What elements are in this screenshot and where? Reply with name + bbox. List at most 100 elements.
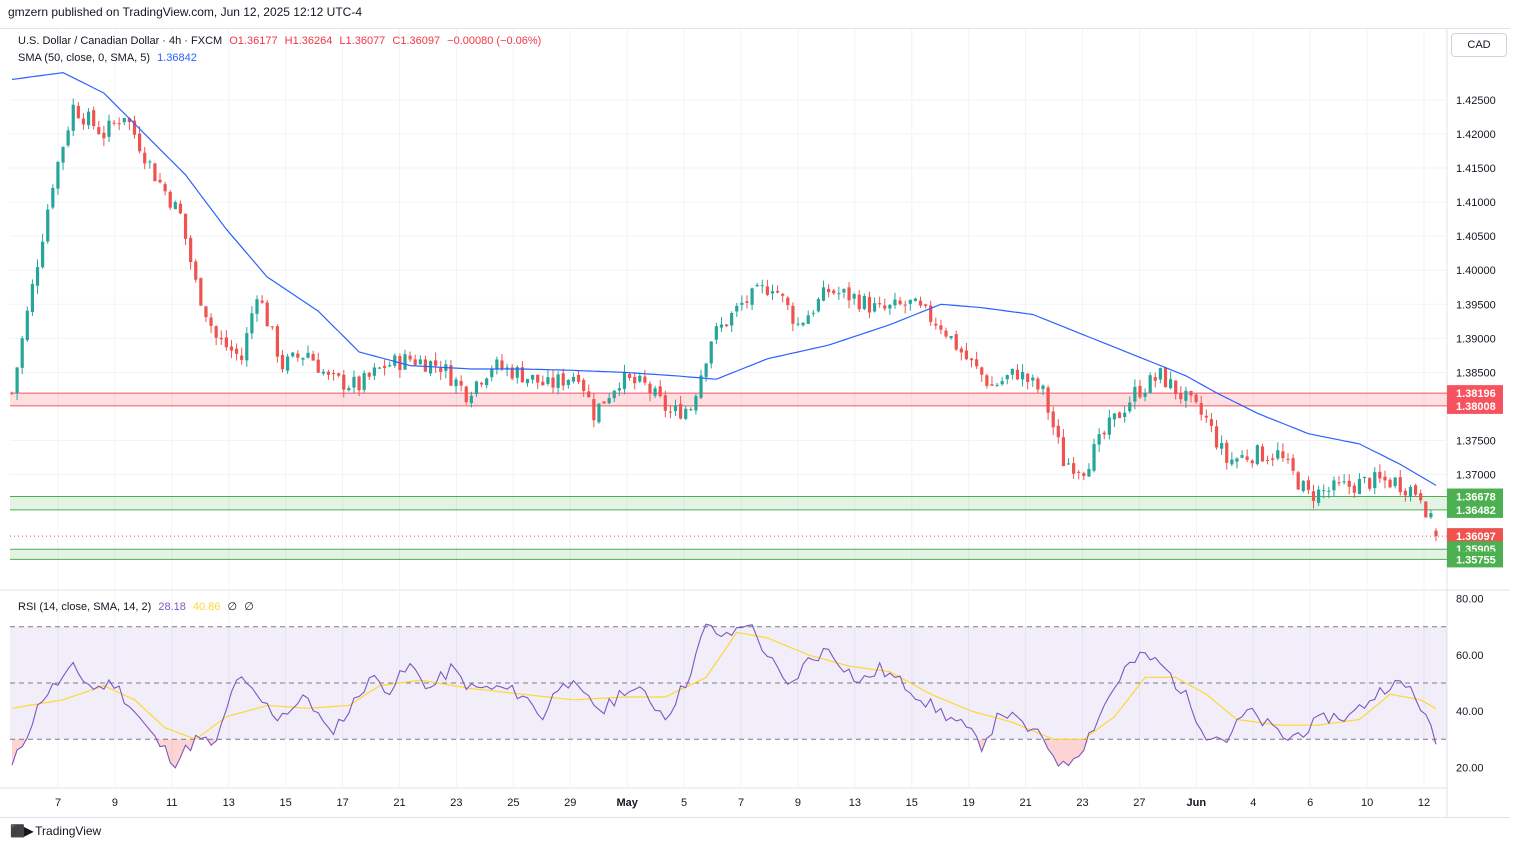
candle-up[interactable] <box>1158 368 1162 380</box>
candle-down[interactable] <box>1163 367 1168 388</box>
candle-up[interactable] <box>485 378 489 386</box>
candle-down[interactable] <box>643 376 647 383</box>
candle-up[interactable] <box>321 371 325 374</box>
candle-down[interactable] <box>382 365 387 368</box>
candle-up[interactable] <box>255 299 259 314</box>
candle-up[interactable] <box>291 352 295 357</box>
candle-up[interactable] <box>801 322 805 326</box>
candle-down[interactable] <box>240 355 244 360</box>
candle-down[interactable] <box>668 411 673 413</box>
candle-down[interactable] <box>1306 480 1311 490</box>
candle-down[interactable] <box>117 123 121 125</box>
candle-down[interactable] <box>648 383 652 394</box>
candle-up[interactable] <box>1362 476 1367 479</box>
candle-down[interactable] <box>1209 419 1214 426</box>
candle-down[interactable] <box>1174 380 1178 395</box>
candle-up[interactable] <box>454 379 458 387</box>
candle-down[interactable] <box>867 296 872 313</box>
candle-down[interactable] <box>229 346 234 351</box>
candle-up[interactable] <box>893 299 897 306</box>
candle-down[interactable] <box>1056 425 1060 438</box>
candle-down[interactable] <box>1061 437 1066 467</box>
candle-up[interactable] <box>872 303 877 312</box>
candle-down[interactable] <box>357 376 361 391</box>
candle-down[interactable] <box>260 300 264 303</box>
candle-up[interactable] <box>653 388 657 396</box>
candle-up[interactable] <box>689 409 693 411</box>
candle-down[interactable] <box>214 326 218 338</box>
candle-up[interactable] <box>388 365 392 367</box>
candle-down[interactable] <box>479 382 484 385</box>
candle-down[interactable] <box>434 360 438 366</box>
candle-down[interactable] <box>536 374 540 383</box>
candle-up[interactable] <box>1000 381 1004 385</box>
candle-down[interactable] <box>10 392 14 394</box>
candle-down[interactable] <box>1015 369 1020 380</box>
candle-down[interactable] <box>81 118 86 125</box>
candle-up[interactable] <box>1143 392 1147 397</box>
candle-down[interactable] <box>209 317 213 326</box>
candle-down[interactable] <box>1082 473 1086 476</box>
candle-down[interactable] <box>194 261 198 280</box>
candle-up[interactable] <box>908 299 912 304</box>
currency-selector[interactable]: CAD <box>1451 33 1507 57</box>
candle-up[interactable] <box>122 117 126 123</box>
candle-up[interactable] <box>1408 486 1413 497</box>
candle-down[interactable] <box>1260 446 1265 462</box>
candle-up[interactable] <box>495 359 499 369</box>
candle-up[interactable] <box>546 377 550 384</box>
candle-up[interactable] <box>46 209 50 242</box>
candle-down[interactable] <box>189 237 193 263</box>
candle-down[interactable] <box>112 122 116 124</box>
chart-area[interactable]: 1.42500 1.42000 1.41500 1.41000 1.40500 1.400… <box>0 28 1510 818</box>
instrument-legend[interactable]: U.S. Dollar / Canadian Dollar · 4h · FXC… <box>18 35 545 47</box>
candle-down[interactable] <box>178 203 183 214</box>
candle-down[interactable] <box>1204 415 1208 418</box>
candle-up[interactable] <box>1020 371 1025 380</box>
candle-down[interactable] <box>132 120 137 135</box>
candle-up[interactable] <box>1373 472 1377 489</box>
candle-up[interactable] <box>842 289 846 293</box>
candle-up[interactable] <box>1031 377 1035 381</box>
candle-down[interactable] <box>1199 403 1203 415</box>
candle-up[interactable] <box>474 381 479 395</box>
candle-down[interactable] <box>878 303 882 305</box>
candle-up[interactable] <box>86 111 91 126</box>
candle-up[interactable] <box>1235 458 1239 462</box>
candle-up[interactable] <box>740 302 744 305</box>
candle-down[interactable] <box>775 290 780 293</box>
candle-down[interactable] <box>204 306 208 318</box>
candle-down[interactable] <box>316 359 320 373</box>
candle-down[interactable] <box>326 371 331 375</box>
candle-up[interactable] <box>1317 489 1321 503</box>
candle-down[interactable] <box>1036 378 1040 390</box>
candle-up[interactable] <box>1087 468 1091 477</box>
candle-up[interactable] <box>684 408 688 419</box>
candle-down[interactable] <box>791 305 795 324</box>
candle-up[interactable] <box>770 291 775 294</box>
candle-down[interactable] <box>520 367 524 383</box>
candle-up[interactable] <box>1005 375 1009 380</box>
candle-down[interactable] <box>954 334 958 350</box>
candle-down[interactable] <box>832 290 836 294</box>
candle-up[interactable] <box>1301 480 1305 491</box>
candle-down[interactable] <box>939 325 943 330</box>
candle-up[interactable] <box>418 359 422 365</box>
support-zone[interactable] <box>10 496 1447 510</box>
candle-up[interactable] <box>617 388 621 391</box>
candle-down[interactable] <box>592 399 596 421</box>
candle-down[interactable] <box>143 152 147 164</box>
candle-up[interactable] <box>15 367 19 393</box>
candle-down[interactable] <box>464 386 468 403</box>
candle-down[interactable] <box>745 301 749 303</box>
candle-up[interactable] <box>20 338 24 368</box>
candle-up[interactable] <box>816 298 821 312</box>
candle-down[interactable] <box>158 179 162 183</box>
candle-down[interactable] <box>92 110 96 127</box>
candle-up[interactable] <box>51 187 55 208</box>
candle-up[interactable] <box>638 375 642 382</box>
candle-down[interactable] <box>168 191 172 208</box>
candle-down[interactable] <box>1051 411 1055 428</box>
candle-down[interactable] <box>413 359 417 365</box>
candle-down[interactable] <box>827 288 831 293</box>
